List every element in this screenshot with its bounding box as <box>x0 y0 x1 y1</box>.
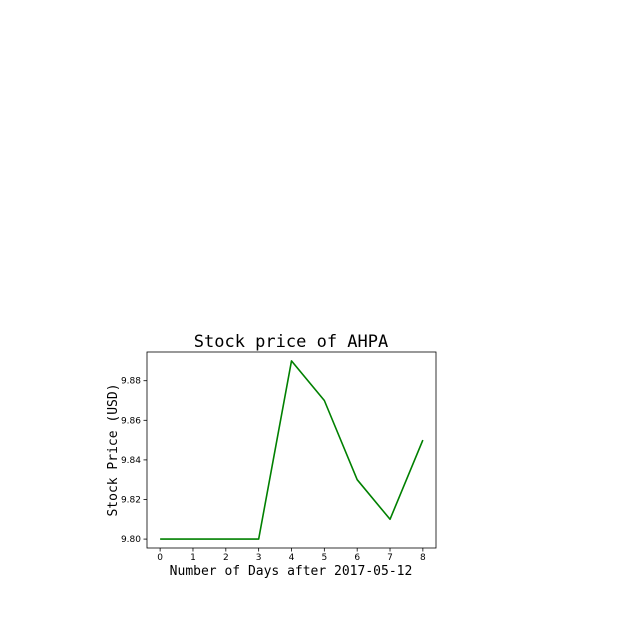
x-axis: 0 1 2 3 4 5 6 7 8 <box>157 548 426 563</box>
x-axis-label: Number of Days after 2017-05-12 <box>170 564 413 579</box>
y-tick-label: 9.82 <box>121 495 141 505</box>
plot-area-frame <box>146 351 437 549</box>
x-tick-label: 7 <box>387 553 393 563</box>
series-layer <box>160 360 424 540</box>
y-tick-label: 9.80 <box>121 535 141 545</box>
y-tick-label: 9.84 <box>121 456 141 466</box>
y-axis: 9.80 9.82 9.84 9.86 9.88 <box>121 377 147 545</box>
y-tick-label: 9.88 <box>121 377 141 387</box>
x-tick-label: 5 <box>321 553 327 563</box>
x-tick-label: 4 <box>289 553 295 563</box>
y-axis-label: Stock Price (USD) <box>106 383 121 516</box>
x-tick-label: 1 <box>190 553 196 563</box>
chart-title: Stock price of AHPA <box>194 332 388 352</box>
x-tick-label: 6 <box>354 553 360 563</box>
x-tick-label: 0 <box>157 553 163 563</box>
y-tick-label: 9.86 <box>121 416 141 426</box>
x-tick-label: 2 <box>223 553 229 563</box>
x-tick-label: 8 <box>420 553 426 563</box>
x-tick-label: 3 <box>256 553 262 563</box>
series-line <box>160 360 424 540</box>
